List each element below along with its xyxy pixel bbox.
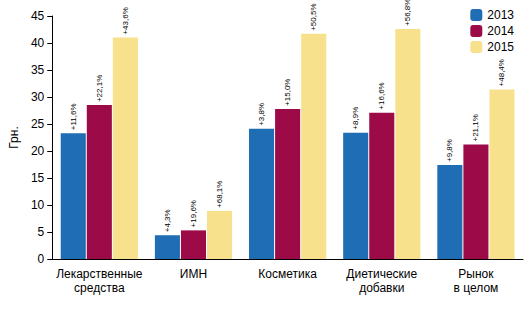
svg-text:+15,0%: +15,0%	[283, 79, 292, 106]
svg-text:+56,8%: +56,8%	[403, 0, 412, 26]
svg-text:30: 30	[31, 90, 45, 104]
svg-text:10: 10	[31, 198, 45, 212]
svg-text:Лекарственные: Лекарственные	[56, 267, 143, 281]
svg-text:+21,1%: +21,1%	[471, 114, 480, 141]
svg-text:2013: 2013	[487, 8, 514, 22]
svg-text:40: 40	[31, 36, 45, 50]
svg-text:средства: средства	[74, 281, 125, 295]
svg-text:45: 45	[31, 9, 45, 23]
svg-text:2014: 2014	[487, 24, 514, 38]
svg-text:+9,8%: +9,8%	[445, 139, 454, 162]
svg-text:+22,1%: +22,1%	[95, 75, 104, 102]
svg-text:15: 15	[31, 171, 45, 185]
svg-text:+68,1%: +68,1%	[215, 181, 224, 208]
svg-text:+8,9%: +8,9%	[351, 107, 360, 130]
svg-text:+11,6%: +11,6%	[69, 103, 78, 130]
svg-text:0: 0	[38, 252, 45, 266]
svg-text:Диетические: Диетические	[346, 267, 417, 281]
svg-text:+50,5%: +50,5%	[309, 3, 318, 30]
svg-text:+16,6%: +16,6%	[377, 82, 386, 109]
svg-text:в целом: в целом	[454, 281, 499, 295]
svg-text:+19,6%: +19,6%	[189, 200, 198, 227]
svg-text:Косметика: Косметика	[258, 267, 317, 281]
svg-text:+43,6%: +43,6%	[121, 7, 130, 34]
svg-text:+4,3%: +4,3%	[163, 209, 172, 232]
svg-text:ИМН: ИМН	[180, 267, 207, 281]
svg-text:5: 5	[38, 225, 45, 239]
svg-text:Рынок: Рынок	[458, 267, 494, 281]
svg-text:35: 35	[31, 63, 45, 77]
svg-text:20: 20	[31, 144, 45, 158]
svg-text:+3,8%: +3,8%	[257, 103, 266, 126]
svg-text:+48,4%: +48,4%	[497, 59, 506, 86]
svg-text:добавки: добавки	[359, 281, 404, 295]
svg-text:2015: 2015	[487, 40, 514, 54]
svg-text:25: 25	[31, 117, 45, 131]
svg-text:Грн.: Грн.	[7, 126, 21, 148]
